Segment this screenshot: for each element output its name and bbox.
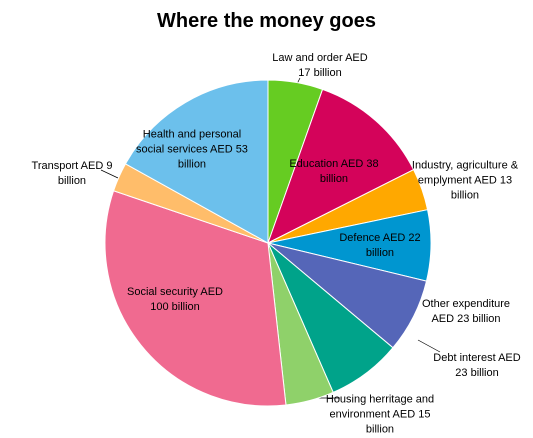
pie-slice <box>104 190 287 407</box>
slice-label: Debt interest AED 23 billion <box>433 352 521 379</box>
leader-line <box>417 339 441 353</box>
leader-line <box>100 169 119 179</box>
slice-label: Education AED 38 billion <box>289 158 379 185</box>
pie-slice <box>124 79 269 244</box>
slice-label: Health and personal social services AED … <box>136 128 248 171</box>
slice-label: Defence AED 22 billion <box>339 232 421 259</box>
pie-slice <box>267 88 415 245</box>
slice-label: Transport AED 9 billion <box>31 160 113 187</box>
slice-label: Law and order AED 17 billion <box>272 52 368 79</box>
slice-label: Industry, agriculture & emplyment AED 13… <box>411 159 519 202</box>
slice-label: Other expenditure AED 23 billion <box>421 298 511 325</box>
chart-title: Where the money goes <box>157 10 376 32</box>
slice-label: Social security AED 100 billion <box>127 286 223 313</box>
slice-label: Housing herritage and environment AED 15… <box>325 393 435 436</box>
